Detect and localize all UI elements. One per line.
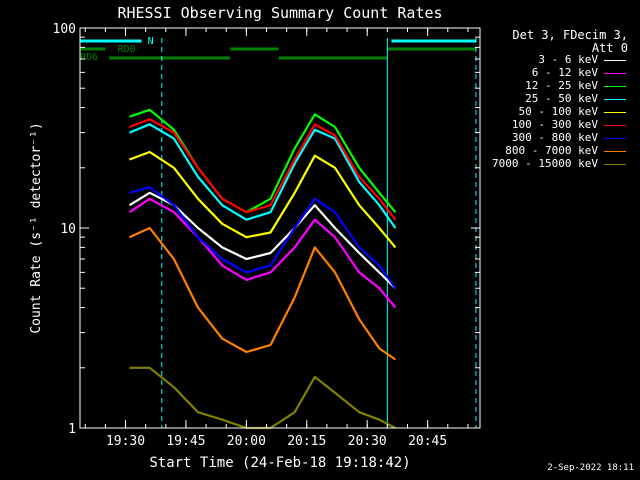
legend-swatch [604,98,626,100]
series-line-7 [129,226,397,361]
legend-swatch [604,72,626,74]
legend-header-line2: Att 0 [591,41,628,55]
legend-swatch [604,124,626,126]
legend-swatch [604,137,626,139]
legend-swatch [604,111,626,113]
legend-header-line1: Det 3, FDecim 3, [512,28,628,42]
x-tick-label: 19:30 [106,434,145,449]
series-line-5 [129,118,397,221]
footer-date: 2-Sep-2022 18:11 [547,463,634,473]
series-line-1 [128,197,397,309]
legend-label: 7000 - 15000 keV [492,157,598,170]
legend-swatch [604,163,626,165]
series-line-8 [129,366,396,430]
x-tick-label: 20:15 [287,434,326,449]
series-line-6 [129,186,397,289]
legend-entry: 50 - 100 keV [519,105,626,118]
legend-label: 6 - 12 keV [531,66,598,79]
series-line-3 [129,123,397,229]
legend-swatch [604,59,626,61]
legend-entry: 3 - 6 keV [538,53,626,66]
chart-title: RHESSI Observing Summary Count Rates [117,4,442,22]
legend-label: 100 - 300 keV [511,118,598,131]
flag-n-label: N [148,36,154,47]
legend-label: 50 - 100 keV [518,105,598,118]
legend-swatch [604,85,626,87]
legend-label: 25 - 50 keV [525,92,598,105]
y-tick-label: 1 [68,422,76,437]
legend-entry: 100 - 300 keV [512,118,626,131]
x-tick-label: 20:00 [227,434,266,449]
series-line-4 [129,150,397,249]
legend-entry: 25 - 50 keV [525,92,626,105]
series-line-2 [129,108,397,214]
legend-entry: 6 - 12 keV [532,66,626,79]
legend-label: 3 - 6 keV [538,53,598,66]
y-tick-label: 100 [53,22,76,37]
flag-rd0-label: RD0 [117,44,135,55]
y-tick-label: 10 [60,222,76,237]
legend-label: 12 - 25 keV [525,79,598,92]
x-axis-label: Start Time (24-Feb-18 19:18:42) [149,455,410,471]
legend-entry: 7000 - 15000 keV [492,157,626,170]
x-tick-label: 19:45 [166,434,205,449]
x-tick-label: 20:45 [408,434,447,449]
flag-rd6-label: RD6 [80,52,98,63]
legend-entry: 12 - 25 keV [525,79,626,92]
legend-label: 800 - 7000 keV [505,144,598,157]
x-tick-label: 20:30 [348,434,387,449]
legend-entry: 800 - 7000 keV [505,144,626,157]
y-axis-label: Count Rate (s⁻¹ detector⁻¹) [29,122,44,333]
legend-label: 300 - 800 keV [511,131,598,144]
legend-entry: 300 - 800 keV [512,131,626,144]
legend-swatch [604,150,626,152]
